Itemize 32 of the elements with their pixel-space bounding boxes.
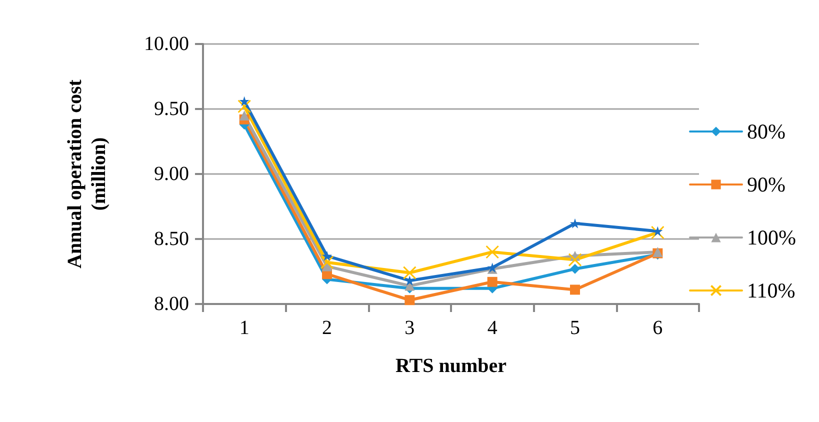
x-tick-label: 1 <box>239 317 250 339</box>
x-tick-label: 2 <box>322 317 332 339</box>
x-tick-label: 4 <box>487 317 498 339</box>
point <box>402 266 416 280</box>
legend-label: 100% <box>747 226 796 250</box>
x-tick-label: 6 <box>652 317 663 339</box>
point <box>570 284 580 295</box>
point <box>487 276 498 287</box>
y-tick-label: 10.00 <box>144 33 189 55</box>
point <box>570 264 580 274</box>
y-tick-label: 9.00 <box>154 163 189 185</box>
point <box>239 96 250 106</box>
legend-label: 110% <box>747 278 796 302</box>
point <box>650 226 664 240</box>
point <box>322 250 332 261</box>
point <box>320 256 334 270</box>
x-axis-title: RTS number <box>396 355 507 377</box>
point <box>652 226 663 236</box>
y-axis-title: Annual operation cost (million) <box>64 79 110 268</box>
legend-label: 90% <box>747 172 786 196</box>
point <box>570 218 580 228</box>
point <box>568 253 582 267</box>
y-tick-label: 9.50 <box>154 98 189 120</box>
y-tick-label: 8.50 <box>154 228 189 250</box>
point <box>238 100 252 114</box>
y-tick-label: 8.00 <box>154 293 189 315</box>
point <box>404 295 415 306</box>
point <box>239 110 250 120</box>
x-tick-label: 3 <box>404 317 415 339</box>
legend-label: 80% <box>747 120 786 144</box>
point <box>486 245 500 259</box>
x-tick-label: 5 <box>570 317 580 339</box>
